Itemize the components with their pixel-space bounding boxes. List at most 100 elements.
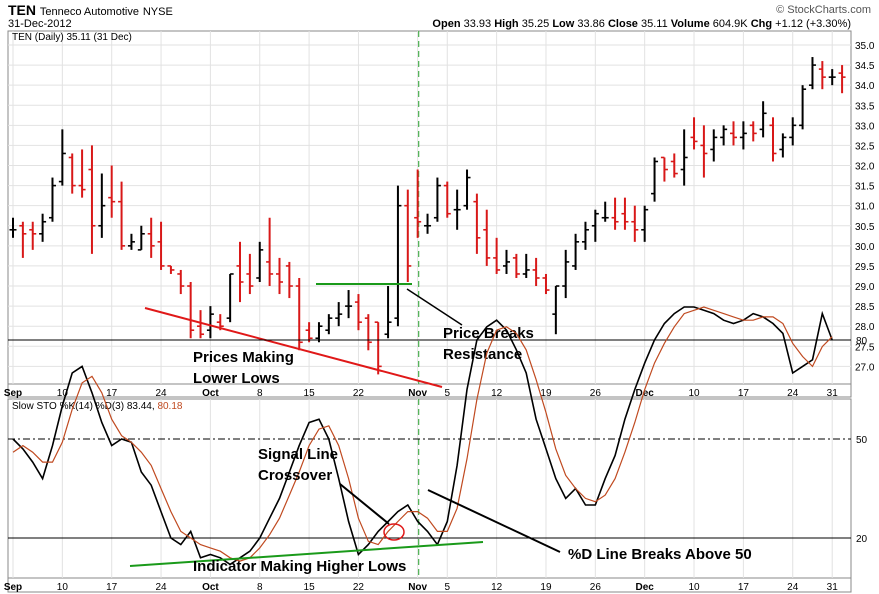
sto-x-tick-label: 22 <box>353 582 365 593</box>
resistance-pointer <box>406 288 463 326</box>
sto-x-tick-label: Nov <box>408 582 427 593</box>
volume-value: 604.9K <box>712 18 748 30</box>
sto-y-tick-label: 80 <box>856 336 868 347</box>
price-x-tick-label: 8 <box>257 388 263 399</box>
sto-x-tick-label: Sep <box>4 582 22 593</box>
price-y-tick-label: 33.0 <box>855 121 875 132</box>
price-x-tick-label: Dec <box>636 388 655 399</box>
price-y-tick-label: 34.0 <box>855 81 875 92</box>
sto-x-tick-label: 5 <box>444 582 450 593</box>
open-value: 33.93 <box>463 18 492 30</box>
annotation-d-break: %D Line Breaks Above 50 <box>568 546 752 563</box>
sto-legend: Slow STO %K(14) %D(3) 83.44, 80.18 <box>12 401 183 412</box>
price-y-tick-label: 31.0 <box>855 202 875 213</box>
price-x-tick-label: 15 <box>304 388 316 399</box>
volume-label: Volume <box>670 18 710 30</box>
sto-x-tick-label: 17 <box>106 582 118 593</box>
sto-x-tick-label: 8 <box>257 582 263 593</box>
sto-x-tick-label: 24 <box>787 582 799 593</box>
price-y-tick-label: 28.0 <box>855 322 875 333</box>
annotation-signal-2: Crossover <box>258 467 332 484</box>
sto-x-tick-label: Dec <box>636 582 655 593</box>
higher-lows-trendline <box>129 541 484 567</box>
sto-x-axis-strip <box>7 577 852 593</box>
sto-x-tick-label: Oct <box>202 582 219 593</box>
annotation-higher-lows: Indicator Making Higher Lows <box>193 558 406 575</box>
price-y-tick-label: 28.5 <box>855 302 875 313</box>
price-legend: TEN (Daily) 35.11 (31 Dec) <box>12 32 132 43</box>
price-y-tick-label: 30.5 <box>855 222 875 233</box>
d-break-pointer <box>427 489 561 553</box>
price-x-tick-label: 22 <box>353 388 365 399</box>
price-x-tick-label: 17 <box>738 388 750 399</box>
sto-legend-name: Slow STO %K(14) %D(3) <box>12 401 127 412</box>
annotation-resistance-2: Resistance <box>443 346 522 363</box>
lower-lows-trendline <box>144 307 443 388</box>
annotation-lower-lows-2: Lower Lows <box>193 370 280 387</box>
price-x-tick-label: 17 <box>106 388 118 399</box>
price-x-tick-label: 26 <box>590 388 602 399</box>
header-date: 31-Dec-2012 <box>8 18 72 30</box>
price-x-tick-label: Sep <box>4 388 22 399</box>
sto-x-tick-label: 19 <box>540 582 552 593</box>
price-x-tick-label: 10 <box>57 388 69 399</box>
exchange: NYSE <box>142 6 173 18</box>
high-value: 35.25 <box>521 18 550 30</box>
sto-x-tick-label: 10 <box>688 582 700 593</box>
sto-x-tick-label: 17 <box>738 582 750 593</box>
sto-x-tick-label: 24 <box>155 582 167 593</box>
price-y-tick-label: 27.0 <box>855 362 875 373</box>
price-y-tick-label: 27.5 <box>855 342 875 353</box>
price-y-tick-label: 32.0 <box>855 162 875 173</box>
price-x-tick-label: 31 <box>827 388 839 399</box>
chg-value: +1.12 (+3.30%) <box>775 18 851 30</box>
price-y-tick-label: 32.5 <box>855 141 875 152</box>
sto-x-tick-label: 31 <box>827 582 839 593</box>
low-value: 33.86 <box>577 18 605 30</box>
company-name: Tenneco Automotive <box>39 6 139 18</box>
sto-series-d-line <box>12 306 833 562</box>
price-y-tick-label: 29.5 <box>855 262 875 273</box>
price-x-tick-label: 10 <box>688 388 700 399</box>
annotation-lower-lows-1: Prices Making <box>193 349 294 366</box>
price-y-tick-label: 33.5 <box>855 101 875 112</box>
price-x-tick-label: 24 <box>787 388 799 399</box>
price-y-tick-label: 29.0 <box>855 282 875 293</box>
price-x-tick-label: 5 <box>444 388 450 399</box>
chg-label: Chg <box>750 18 773 30</box>
sto-panel-frame <box>7 398 852 579</box>
ohlc-summary: Open 33.93 High 35.25 Low 33.86 Close 35… <box>432 18 851 30</box>
sto-k-value: 83.44, <box>127 401 158 412</box>
sto-series-k-line <box>12 306 833 566</box>
price-y-tick-label: 30.0 <box>855 242 875 253</box>
low-label: Low <box>552 18 575 30</box>
sto-d-value: 80.18 <box>157 401 182 412</box>
header-symbol-line: TEN Tenneco Automotive NYSE <box>8 2 173 18</box>
close-value: 35.11 <box>641 18 668 30</box>
symbol: TEN <box>8 2 36 18</box>
price-x-tick-label: 19 <box>540 388 552 399</box>
price-y-tick-label: 34.5 <box>855 61 875 72</box>
sto-x-tick-label: 26 <box>590 582 602 593</box>
annotation-signal-1: Signal Line <box>258 446 338 463</box>
sto-x-tick-label: 10 <box>57 582 69 593</box>
price-y-tick-label: 35.0 <box>855 41 875 52</box>
crossover-circle <box>383 523 405 541</box>
copyright: © StockCharts.com <box>776 4 871 16</box>
price-x-axis-strip <box>7 383 852 398</box>
price-x-tick-label: Nov <box>408 388 427 399</box>
crossover-pointer <box>339 483 390 525</box>
sto-y-tick-label: 50 <box>856 435 868 446</box>
open-label: Open <box>432 18 461 30</box>
sto-x-tick-label: 15 <box>304 582 316 593</box>
price-y-tick-label: 31.5 <box>855 182 875 193</box>
price-x-tick-label: 12 <box>491 388 503 399</box>
high-label: High <box>494 18 519 30</box>
price-x-tick-label: 24 <box>155 388 167 399</box>
close-label: Close <box>607 18 638 30</box>
sto-y-tick-label: 20 <box>856 534 868 545</box>
price-panel-frame <box>7 30 852 385</box>
sto-x-tick-label: 12 <box>491 582 503 593</box>
